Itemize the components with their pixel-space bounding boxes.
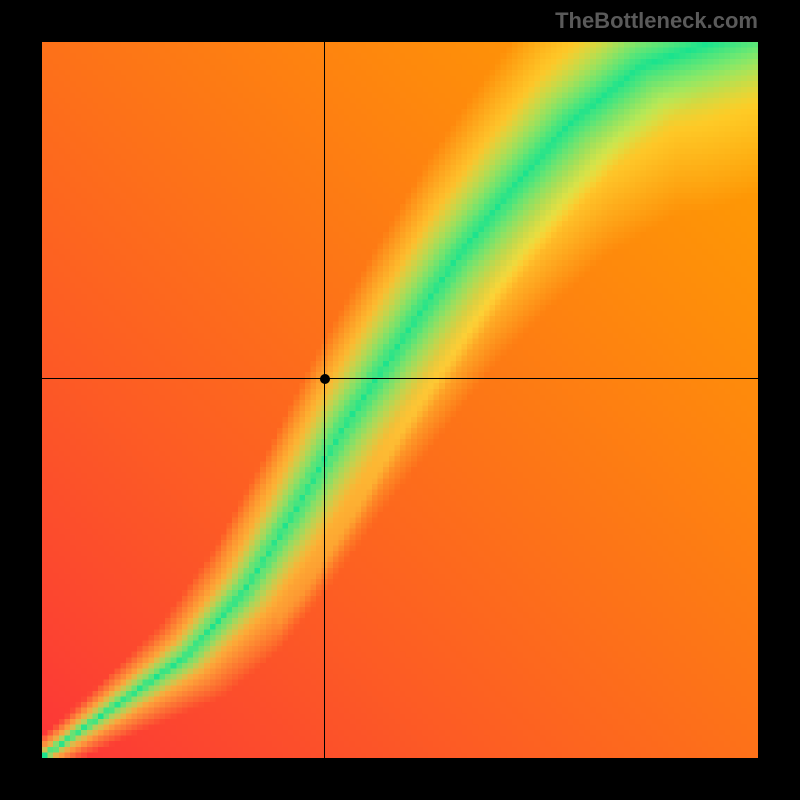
plot-area xyxy=(42,42,758,758)
crosshair-horizontal xyxy=(42,378,758,379)
heatmap-canvas xyxy=(42,42,758,758)
watermark-text: TheBottleneck.com xyxy=(555,8,758,34)
crosshair-marker xyxy=(320,374,330,384)
crosshair-vertical xyxy=(324,42,325,758)
